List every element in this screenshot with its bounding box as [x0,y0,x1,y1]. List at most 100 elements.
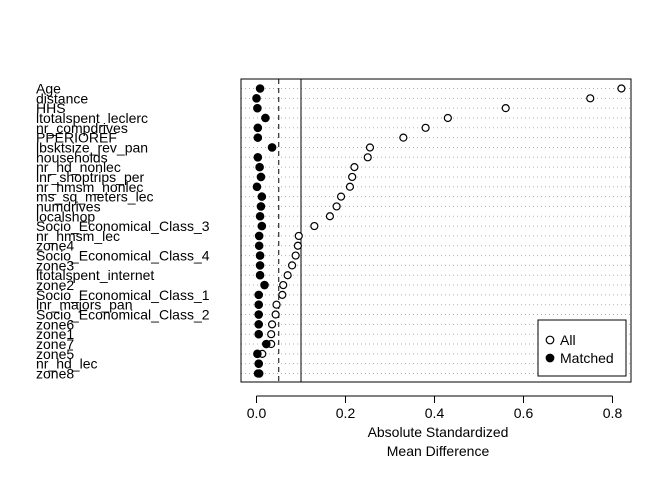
x-axis: 0.0 0.2 0.4 0.6 0.8 [247,395,623,421]
covariate-label: PPERIOREF [36,130,117,146]
point-matched [254,369,264,378]
covariate-label: numdrives [36,198,101,214]
point-all [325,212,335,221]
covariate-label: lnr_majors_pan [36,297,133,313]
covariate-label: Socio_Economical_Class_1 [36,287,210,303]
point-all [291,251,300,260]
point-matched [257,221,267,231]
point-all [293,241,302,250]
point-matched [261,113,270,123]
point-all [267,330,276,339]
point-all [365,143,375,152]
covariate-label: localshop [36,208,95,224]
point-all [271,310,280,319]
point-matched [255,162,264,172]
point-matched [254,241,264,251]
point-matched [260,280,269,290]
point-all [443,113,452,123]
point-matched [253,349,262,359]
covariate-label: ltotalspent_internet [36,267,154,283]
legend-matched-marker [545,353,555,363]
covariate-label: zone2 [36,277,74,293]
point-all [279,280,288,290]
x-axis-title-line-1: Absolute Standardized [368,424,509,440]
covariate-label: zone3 [36,257,74,273]
point-matched [256,202,266,211]
x-tick-label: 0.8 [603,405,623,421]
legend-label: All [560,332,576,348]
point-matched [254,300,264,310]
point-matched [261,339,271,349]
point-all [421,123,430,132]
point-matched [267,143,277,152]
covariate-label: HHS [36,100,66,116]
point-all [267,320,277,329]
point-matched [255,270,265,280]
covariate-label: ms_sq_meters_lec [36,189,154,205]
point-all [617,84,626,93]
point-matched [254,310,264,319]
legend-all-marker [545,335,555,345]
point-all [345,182,355,191]
point-matched [254,231,264,241]
point-matched [256,172,266,182]
point-all [310,221,319,231]
point-all [501,104,510,113]
point-matched [253,133,263,142]
covariate-label: nr_hmsm_nonlec [36,179,143,195]
point-all [332,202,341,211]
point-matched [254,320,264,329]
plot-frame [240,78,632,383]
point-all [278,290,287,299]
point-matched [254,329,264,339]
covariate-label: nr_hd_lec [36,356,98,372]
covariate-label: zone5 [36,346,74,362]
point-matched [253,103,262,113]
covariate-label: ltotalspent_leclerc [36,110,148,126]
covariate-label: zone4 [36,238,74,254]
point-matched [253,123,263,133]
x-tick-label: 0.0 [247,405,267,421]
covariate-label: nr_compdrives [36,120,128,136]
point-matched [252,182,262,192]
covariate-label: nr_hd_nonlec [36,159,121,175]
covariate-label: households [36,149,108,165]
covariate-label: Age [36,81,61,97]
covariate-label: zone8 [36,366,74,382]
x-tick-label: 0.2 [336,405,356,421]
legend-label: Matched [560,350,614,366]
point-all [294,231,303,241]
x-tick-label: 0.4 [425,405,445,421]
point-all [586,94,595,103]
covariate-label: Socio_Economical_Class_2 [36,307,210,323]
data-points [252,84,626,378]
covariate-label: zone6 [36,316,74,332]
point-matched [253,152,263,162]
point-matched [252,94,261,103]
point-all [336,192,346,201]
point-all [350,163,359,172]
covariate-label: zone7 [36,336,74,352]
covariate-label: lbsktsize_rev_pan [36,139,148,155]
covariate-labels: AgedistanceHHSltotalspent_leclercnr_comp… [36,81,210,382]
point-matched [255,84,265,93]
legend: All Matched [537,319,627,377]
point-all [399,133,408,142]
covariate-label: lnr_shoptrips_per [36,169,145,185]
point-all [363,153,372,162]
covariate-label: nr_hmsm_lec [36,228,120,244]
covariate-label: Socio_Economical_Class_3 [36,218,210,234]
reference-lines [278,79,302,382]
point-all [272,300,281,309]
point-matched [255,251,265,260]
covariate-label: Socio_Economical_Class_4 [36,248,210,264]
legend-box [537,319,627,377]
point-matched [254,290,264,300]
point-matched [255,261,265,270]
x-tick-label: 0.6 [514,405,534,421]
covariate-label: zone1 [36,326,74,342]
point-all [288,261,297,270]
covariate-label: distance [36,90,88,106]
point-matched [257,192,267,201]
